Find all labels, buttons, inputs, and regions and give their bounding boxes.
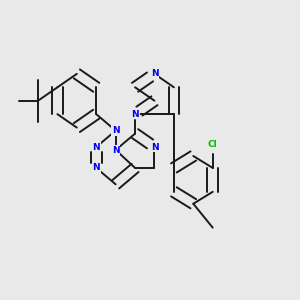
Text: N: N (131, 110, 139, 119)
Text: N: N (112, 146, 119, 154)
Text: N: N (151, 142, 158, 152)
Text: Cl: Cl (208, 140, 218, 148)
Text: N: N (92, 164, 100, 172)
Text: N: N (112, 126, 119, 135)
Text: N: N (151, 69, 158, 78)
Text: N: N (92, 142, 100, 152)
